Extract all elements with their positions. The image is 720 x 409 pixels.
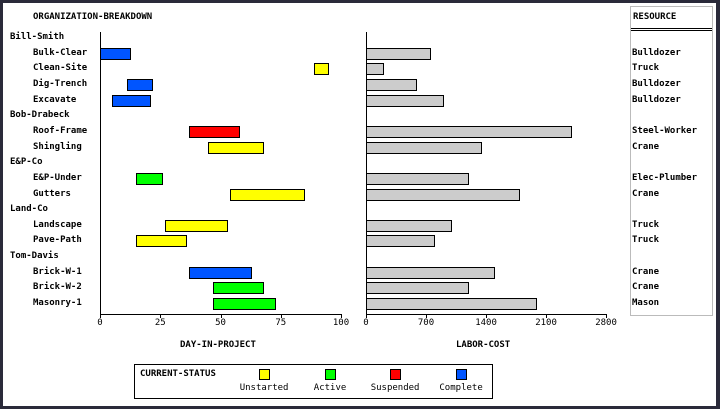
gantt-tick — [280, 314, 282, 318]
task-label: Excavate — [33, 94, 77, 105]
cost-bar — [366, 235, 435, 248]
legend-label: Suspended — [370, 383, 420, 393]
resource-label: Bulldozer — [632, 47, 681, 58]
group-label: Bob-Drabeck — [10, 110, 70, 121]
cost-bar — [366, 125, 572, 138]
gantt-bar — [189, 266, 252, 279]
cost-bar — [366, 298, 538, 311]
gantt-bar — [126, 78, 153, 91]
gantt-tick-label: 100 — [332, 318, 350, 328]
resource-header: RESOURCE — [633, 12, 677, 22]
legend-swatch-active — [325, 369, 336, 380]
cost-tick-label: 2800 — [595, 318, 617, 328]
task-label: Roof-Frame — [33, 125, 88, 136]
chart-panel — [3, 3, 716, 406]
group-label: Land-Co — [10, 204, 48, 215]
task-label: Clean-Site — [33, 63, 88, 74]
task-label: Landscape — [33, 219, 82, 230]
gantt-tick — [100, 314, 101, 318]
cost-tick-label: 1400 — [475, 318, 497, 328]
chart-title: ORGANIZATION-BREAKDOWN — [33, 12, 153, 22]
resource-column: RESOURCE — [630, 6, 713, 316]
legend: CURRENT-STATUS — [134, 364, 493, 399]
resource-label: Truck — [632, 63, 660, 74]
cost-axis-label: LABOR-COST — [456, 340, 511, 350]
cost-tick-label: 2100 — [535, 318, 557, 328]
gantt-tick-label: 25 — [154, 318, 166, 328]
legend-label: Active — [313, 383, 347, 393]
legend-label: Complete — [439, 383, 483, 393]
cost-bar — [366, 47, 432, 60]
cost-bar — [366, 141, 482, 154]
gantt-bar — [100, 47, 132, 60]
resource-label: Truck — [632, 219, 660, 230]
gantt-tick-label: 75 — [275, 318, 287, 328]
gantt-bar — [230, 188, 305, 201]
gantt-bar — [213, 298, 276, 311]
gantt-bar — [136, 172, 163, 185]
task-label: Shingling — [33, 141, 82, 152]
legend-title: CURRENT-STATUS — [140, 369, 216, 379]
legend-swatch-complete — [456, 369, 467, 380]
resource-label: Crane — [632, 141, 660, 152]
task-label: Gutters — [33, 188, 71, 199]
cost-bar — [366, 94, 444, 107]
resource-header-divider — [631, 28, 712, 31]
resource-label: Bulldozer — [632, 94, 681, 105]
task-label: E&P-Under — [33, 172, 82, 183]
gantt-tick — [160, 314, 162, 318]
task-label: Dig-Trench — [33, 78, 88, 89]
task-label: Brick-W-1 — [33, 266, 82, 277]
gantt-bar — [314, 63, 329, 76]
task-label: Pave-Path — [33, 235, 82, 246]
gantt-bar — [112, 94, 151, 107]
legend-label: Unstarted — [239, 383, 289, 393]
group-label: E&P-Co — [10, 157, 43, 168]
resource-label: Crane — [632, 188, 660, 199]
gantt-tick — [341, 314, 342, 318]
resource-label: Mason — [632, 298, 660, 309]
cost-tick — [366, 314, 367, 318]
gantt-y-axis — [100, 32, 101, 315]
gantt-bar — [213, 282, 264, 295]
resource-label: Truck — [632, 235, 660, 246]
legend-swatch-suspended — [390, 369, 401, 380]
gantt-bar — [136, 235, 187, 248]
gantt-bar — [165, 219, 228, 232]
gantt-bar — [208, 141, 264, 154]
gantt-tick-label: 0 — [97, 318, 103, 328]
cost-bar — [366, 172, 469, 185]
cost-bar — [366, 282, 469, 295]
task-label: Brick-W-2 — [33, 282, 82, 293]
cost-tick — [546, 314, 547, 318]
task-label: Bulk-Clear — [33, 47, 88, 58]
resource-label: Crane — [632, 266, 660, 277]
gantt-bar — [189, 125, 240, 138]
gantt-axis-label: DAY-IN-PROJECT — [180, 340, 256, 350]
cost-tick — [606, 314, 607, 318]
cost-bar — [366, 78, 418, 91]
task-label: Masonry-1 — [33, 298, 82, 309]
resource-label: Steel-Worker — [632, 125, 698, 136]
gantt-tick-label: 50 — [215, 318, 226, 328]
legend-swatch-unstarted — [259, 369, 270, 380]
resource-label: Crane — [632, 282, 660, 293]
cost-bar — [366, 266, 495, 279]
cost-bar — [366, 219, 452, 232]
cost-tick-label: 0 — [363, 318, 369, 328]
resource-label: Bulldozer — [632, 78, 681, 89]
group-label: Tom-Davis — [10, 251, 59, 262]
cost-bar — [366, 188, 521, 201]
cost-tick-label: 700 — [417, 318, 435, 328]
cost-bar — [366, 63, 384, 76]
gantt-tick — [220, 314, 222, 318]
group-label: Bill-Smith — [10, 32, 65, 42]
resource-label: Elec-Plumber — [632, 172, 698, 183]
cost-tick — [426, 314, 427, 318]
cost-tick — [486, 314, 487, 318]
